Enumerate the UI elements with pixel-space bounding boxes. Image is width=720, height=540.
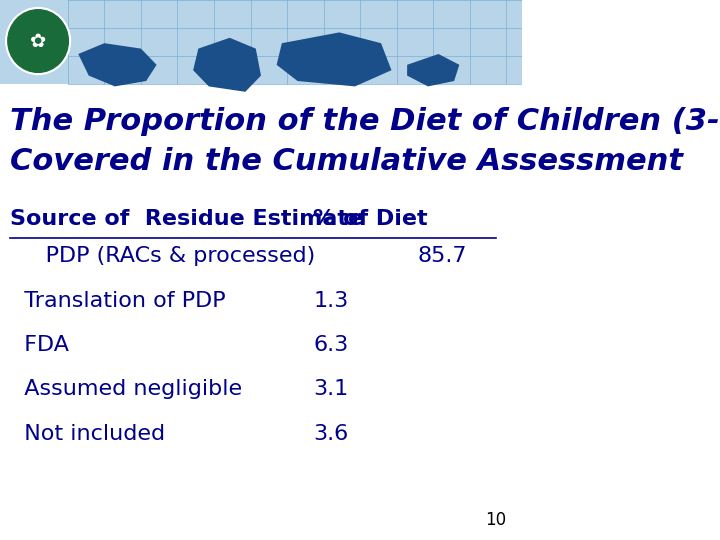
Circle shape [6, 8, 71, 75]
Text: 1.3: 1.3 [313, 291, 348, 311]
Polygon shape [78, 43, 156, 86]
Text: 10: 10 [485, 511, 506, 529]
Text: 3.1: 3.1 [313, 379, 348, 400]
Text: 6.3: 6.3 [313, 335, 348, 355]
Text: Assumed negligible: Assumed negligible [10, 379, 243, 400]
Polygon shape [276, 32, 392, 86]
Text: Not included: Not included [10, 423, 166, 444]
Text: PDP (RACs & processed): PDP (RACs & processed) [10, 246, 315, 267]
Circle shape [8, 10, 68, 72]
Text: 85.7: 85.7 [418, 246, 467, 267]
Polygon shape [407, 54, 459, 86]
Text: FDA: FDA [10, 335, 69, 355]
Text: 3.6: 3.6 [313, 423, 348, 444]
FancyBboxPatch shape [0, 0, 522, 84]
Text: Covered in the Cumulative Assessment: Covered in the Cumulative Assessment [10, 147, 683, 177]
Text: Translation of PDP: Translation of PDP [10, 291, 226, 311]
Text: The Proportion of the Diet of Children (3-5): The Proportion of the Diet of Children (… [10, 107, 720, 136]
Text: Source of  Residue Estimate: Source of Residue Estimate [10, 208, 364, 229]
Text: ✿: ✿ [30, 31, 46, 51]
Polygon shape [193, 38, 261, 92]
Text: % of Diet: % of Diet [313, 208, 428, 229]
